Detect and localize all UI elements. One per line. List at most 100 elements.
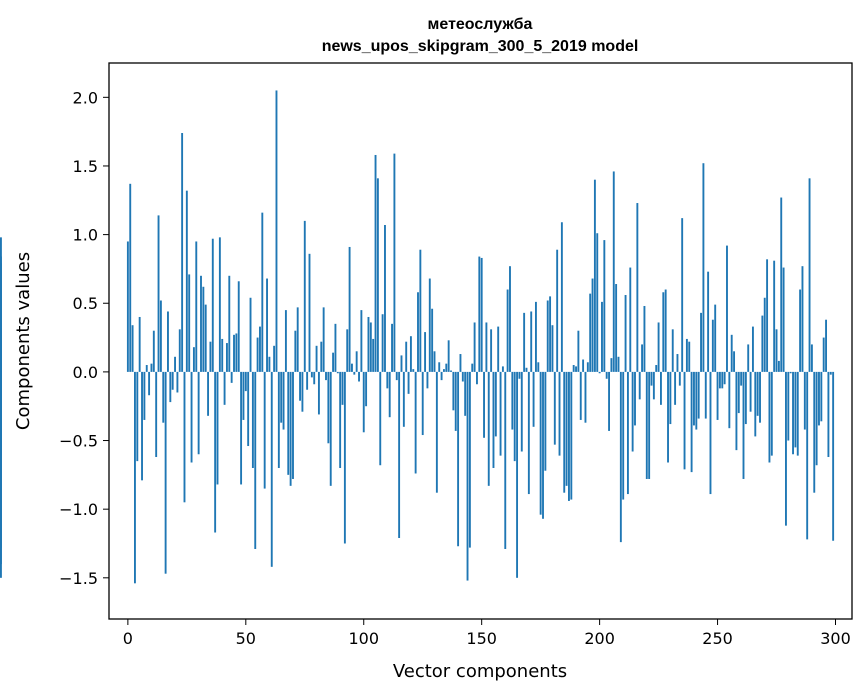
bar [586,362,589,372]
bar [492,371,495,468]
bar [152,330,155,372]
bar [506,289,509,372]
bar [740,371,743,386]
bar [822,337,825,372]
bar [685,338,688,372]
bar [259,326,261,372]
bar [369,322,372,372]
bar [568,371,570,501]
bar [501,366,504,372]
bar [657,322,660,372]
bar [796,371,799,456]
bar [197,371,200,455]
bar [320,341,323,372]
bar [645,371,648,479]
bar [289,371,292,486]
x-axis-label: Vector components [393,661,567,682]
bar [306,371,309,390]
bar [214,371,217,533]
bar [169,371,172,403]
bar [0,256,2,372]
bar [464,371,467,416]
bar [426,371,429,389]
bar [655,365,658,372]
bar [438,362,441,372]
bar [815,371,818,466]
bar [572,365,575,372]
bar-series [0,90,835,584]
bar [643,305,646,372]
bar [473,322,476,372]
bar [129,183,132,372]
bar [612,171,615,372]
bar [775,329,778,372]
bar [134,371,136,584]
bar [317,371,320,415]
bar [669,371,672,425]
bar [825,319,827,372]
y-tick-label: −1.0 [59,500,98,519]
y-tick-label: 2.0 [73,88,98,107]
bar [454,371,457,431]
bar [497,326,500,372]
bar [544,371,547,471]
bar [284,310,287,372]
bar [452,371,455,411]
bar [648,371,651,479]
bar [678,371,681,386]
bar [443,369,445,372]
bar [549,296,552,372]
bar [537,362,540,372]
bar [636,203,639,372]
bar [351,363,353,372]
bar [721,371,724,389]
bar [365,371,368,407]
bar [141,371,143,481]
bar [299,371,301,401]
bar [490,329,493,372]
bar [726,245,728,372]
bar [709,371,712,495]
bar [218,237,221,372]
bar [322,307,325,372]
bar [287,371,290,475]
bar [579,371,582,420]
bar [282,371,285,430]
bar [388,371,391,418]
bar [162,371,165,423]
bar [629,267,632,372]
y-tick-label: 1.5 [73,157,98,176]
bar [820,371,823,422]
bar [707,271,710,372]
bar [263,371,266,489]
bar [780,197,783,372]
bar [412,369,415,372]
bar [792,371,794,455]
bar [556,249,559,372]
bar [660,371,662,405]
bar [277,371,280,468]
bar [730,334,733,372]
bar [610,358,613,372]
bar [509,266,511,372]
bar [237,281,240,372]
bar [167,311,169,372]
bar [693,371,695,426]
bar [440,371,443,381]
bar [558,371,561,456]
bar [400,355,403,372]
bar [207,371,210,416]
bar [577,330,580,372]
bar [530,311,533,372]
bar [483,371,485,438]
bar [716,371,719,420]
bar [617,356,620,372]
bar [126,241,129,372]
bar [523,312,526,372]
bar [374,154,377,372]
bar [527,371,530,495]
bar [591,278,594,372]
bar [532,371,535,427]
bar [421,371,424,436]
